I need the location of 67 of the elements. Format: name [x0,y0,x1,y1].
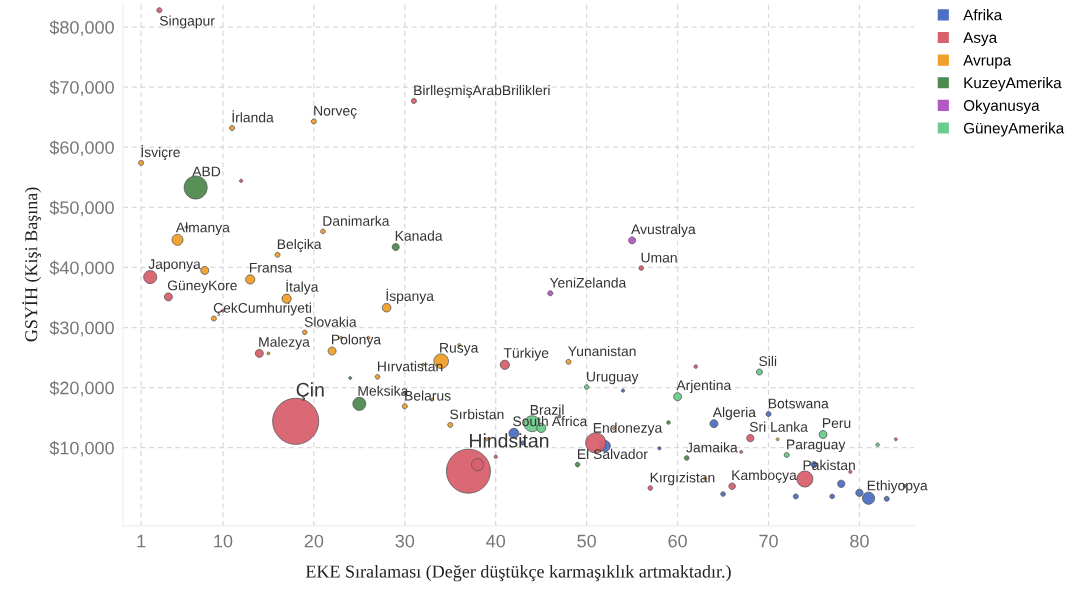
annotation: Avustralya [631,223,696,237]
annotation: Japonya [148,259,201,272]
annotation: Kanada [395,230,443,241]
annotation: Algeria [712,406,756,420]
annotation: Slovakia [304,316,357,327]
annotation: Brazil [530,404,564,415]
legend-label: Avrupa [963,54,1012,69]
annotation: Sırbistan [450,409,504,420]
annotation: Almanya [175,222,230,236]
annotation: Fransa [249,262,293,273]
x-tick-label: 60 [668,534,687,548]
legend-label: Okyanusya [963,99,1040,114]
annotation: Sili [759,355,777,367]
legend-label: Afrika [963,9,1003,21]
x-tick-label: 1 [137,534,146,548]
annotation: Türkiye [503,347,549,361]
annotation: İsviçre [141,145,180,160]
annotation: Çin [296,382,324,401]
annotation: Kamboçya [732,469,797,483]
y-tick-label: $80,000 [49,20,114,36]
x-tick-label: 40 [486,534,506,548]
annotation: İspanya [386,288,434,304]
legend-label: Asya [963,32,998,46]
x-tick-label: 20 [304,534,324,548]
annotation: ÇekCumhuriyeti [213,302,311,316]
annotation: İrlanda [232,110,274,123]
annotation: Kırgızistan [650,472,715,486]
x-tick-label: 80 [850,534,869,548]
annotation: İtalya [286,279,319,295]
y-tick-label: $60,000 [49,140,114,157]
x-tick-label: 70 [759,534,778,548]
y-tick-label: $70,000 [49,80,114,96]
annotation: Endonezya [593,422,663,436]
annotation: BirlleşmişArabBrilikleri [414,85,550,99]
legend-label: KuzeyAmerika [964,77,1062,92]
y-tick-label: $50,000 [49,200,114,217]
annotation: Uruguay [587,371,639,385]
annotation: El Salvador [578,448,648,460]
annotation: Singapur [159,15,215,29]
x-axis-title: EKE Sıralaması (Değer düştükçe karmaşıklık artmaktadır.) [305,564,731,582]
annotation: Arjentina [676,379,732,393]
y-tick-label: $30,000 [49,320,114,337]
annotation: Jamaika [686,442,738,453]
annotation: Peru [823,418,851,428]
annotation: Rusya [440,343,479,356]
annotation: Uman [641,252,677,263]
x-tick-label: 10 [214,534,233,548]
annotation: YeniZelanda [549,277,627,288]
y-tick-label: $40,000 [49,260,114,277]
annotation: Ethiyopya [867,480,928,494]
annotation: ABD [192,166,221,177]
x-tick-label: 30 [395,534,415,548]
y-axis-title: GSYİH (Kişi Başına) [22,187,42,342]
x-tick-label: 50 [577,534,596,548]
annotation: Polonya [332,334,382,348]
y-tick-label: $10,000 [49,440,114,457]
annotation: Belçika [277,238,322,252]
annotation: Botswana [768,398,829,409]
annotation: Malezya [259,336,310,350]
annotation: GüneyKore [167,280,237,294]
annotation: Paraguay [787,439,846,453]
annotation: Norveç [314,106,357,119]
annotation: Sri Lanka [749,421,808,432]
legend-label: GüneyAmerika [963,122,1065,137]
annotation: Danimarka [323,215,390,226]
y-tick-label: $20,000 [49,380,114,397]
annotation: Yunanistan [568,345,636,357]
